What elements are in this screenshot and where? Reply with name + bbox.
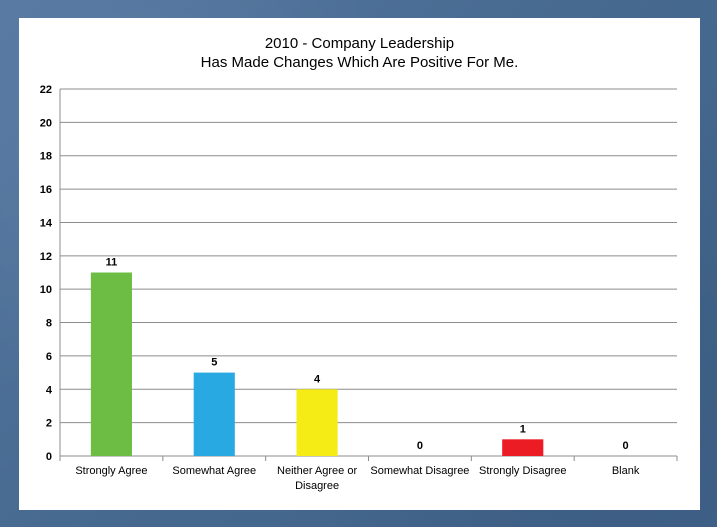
y-tick-label: 10 <box>40 284 52 296</box>
x-tick-label: Strongly Disagree <box>479 465 566 477</box>
y-tick-label: 12 <box>40 251 52 263</box>
chart-panel: 2010 - Company Leadership Has Made Chang… <box>19 18 700 510</box>
bar <box>90 272 132 456</box>
chart-title-line-1: 2010 - Company Leadership <box>264 35 455 52</box>
y-tick-label: 0 <box>46 451 52 463</box>
y-tick-label: 22 <box>40 84 52 96</box>
data-label: 1 <box>520 423 526 435</box>
y-tick-label: 18 <box>40 151 52 163</box>
data-label: 0 <box>623 440 629 452</box>
y-tick-label: 6 <box>46 351 52 363</box>
x-tick-label: Strongly Agree <box>75 465 147 477</box>
y-tick-label: 2 <box>46 418 52 430</box>
y-tick-label: 4 <box>46 384 53 396</box>
x-tick-label: Somewhat Agree <box>172 465 256 477</box>
bar <box>296 389 338 456</box>
chart-title-line-2: Has Made Changes Which Are Positive For … <box>200 54 519 71</box>
data-label: 11 <box>106 257 118 269</box>
data-label: 0 <box>417 440 423 452</box>
x-tick-label: Neither Agree or <box>277 465 357 477</box>
data-label: 5 <box>211 357 217 369</box>
bar <box>502 439 544 456</box>
data-label: 4 <box>314 373 321 385</box>
y-tick-label: 20 <box>40 117 52 129</box>
y-tick-label: 8 <box>46 318 52 330</box>
bar <box>193 372 235 456</box>
y-tick-label: 16 <box>40 184 52 196</box>
x-tick-label: Disagree <box>295 480 339 492</box>
x-tick-label: Somewhat Disagree <box>370 465 469 477</box>
x-tick-label: Blank <box>612 465 640 477</box>
y-tick-label: 14 <box>40 217 53 229</box>
